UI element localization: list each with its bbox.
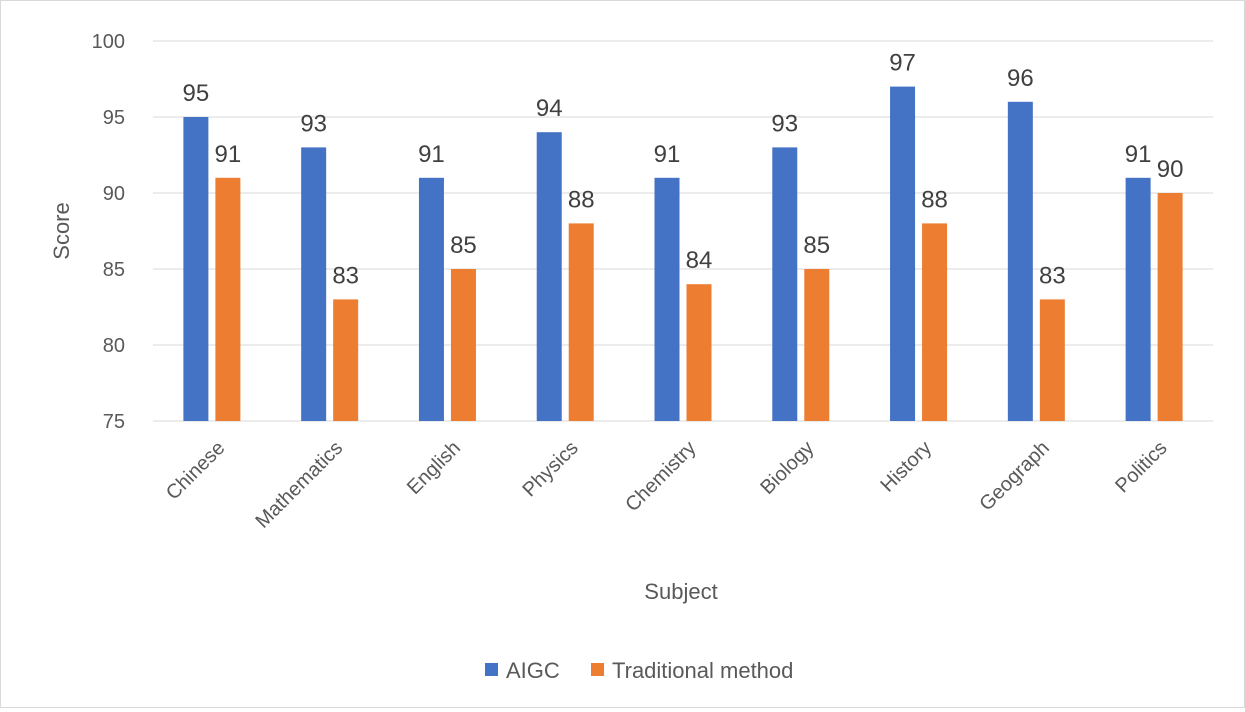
data-label: 93: [300, 110, 327, 137]
legend: AIGC Traditional method: [485, 658, 793, 683]
x-tick-label: Politics: [1111, 437, 1171, 497]
bar-aigc-physics: [536, 132, 562, 421]
y-tick-label: 75: [103, 411, 125, 433]
bar-aigc-geograph: [1007, 101, 1033, 422]
bar-traditional-history: [922, 223, 948, 421]
y-axis-title: Score: [49, 202, 74, 259]
legend-label-aigc: AIGC: [506, 658, 560, 683]
data-label: 97: [889, 50, 916, 77]
data-label: 91: [418, 141, 445, 168]
data-label: 88: [921, 186, 948, 213]
data-label: 84: [686, 247, 713, 274]
legend-swatch-traditional: [591, 663, 604, 676]
bar-aigc-politics: [1125, 177, 1151, 421]
bar-traditional-mathematics: [333, 299, 359, 421]
bar-traditional-biology: [804, 269, 830, 421]
data-label: 91: [215, 141, 242, 168]
x-tick-label: Chemistry: [621, 437, 700, 516]
y-tick-label: 80: [103, 335, 125, 357]
y-axis-ticks: 75 80 85 90 95 100: [92, 31, 125, 433]
bar-traditional-chinese: [215, 177, 241, 421]
data-label: 83: [332, 262, 359, 289]
bar-aigc-mathematics: [301, 147, 327, 421]
grid-lines: [153, 40, 1213, 422]
x-axis-title: Subject: [644, 579, 717, 604]
data-label: 88: [568, 186, 595, 213]
x-axis-ticks: Chinese Mathematics English Physics Chemistr…: [162, 437, 1172, 533]
data-label: 91: [654, 141, 681, 168]
bar-traditional-physics: [568, 223, 594, 421]
bar-traditional-english: [450, 269, 476, 421]
legend-label-traditional: Traditional method: [612, 658, 793, 683]
y-tick-label: 85: [103, 259, 125, 281]
bar-aigc-english: [418, 177, 444, 421]
x-tick-label: Mathematics: [251, 437, 347, 533]
bars: [183, 86, 1183, 422]
bar-aigc-chemistry: [654, 177, 680, 421]
data-label: 85: [803, 232, 830, 259]
y-tick-label: 95: [103, 107, 125, 129]
data-label: 83: [1039, 262, 1066, 289]
x-tick-label: Biology: [756, 437, 818, 499]
bar-aigc-biology: [772, 147, 798, 421]
bar-aigc-history: [890, 86, 916, 421]
data-label: 91: [1125, 141, 1152, 168]
data-label: 95: [183, 80, 210, 107]
bar-traditional-geograph: [1039, 299, 1065, 421]
x-tick-label: Physics: [518, 437, 582, 501]
x-tick-label: English: [403, 437, 465, 499]
data-label: 94: [536, 95, 563, 122]
bar-aigc-chinese: [183, 117, 209, 421]
x-tick-label: Geograph: [975, 437, 1053, 515]
data-label: 85: [450, 232, 477, 259]
data-label: 93: [771, 110, 798, 137]
bar-traditional-chemistry: [686, 284, 712, 421]
y-tick-label: 90: [103, 183, 125, 205]
data-label: 96: [1007, 65, 1034, 92]
legend-swatch-aigc: [485, 663, 498, 676]
bar-traditional-politics: [1157, 193, 1183, 421]
y-tick-label: 100: [92, 31, 125, 53]
data-label: 90: [1157, 156, 1184, 183]
x-tick-label: Chinese: [162, 437, 229, 504]
x-tick-label: History: [877, 437, 937, 497]
